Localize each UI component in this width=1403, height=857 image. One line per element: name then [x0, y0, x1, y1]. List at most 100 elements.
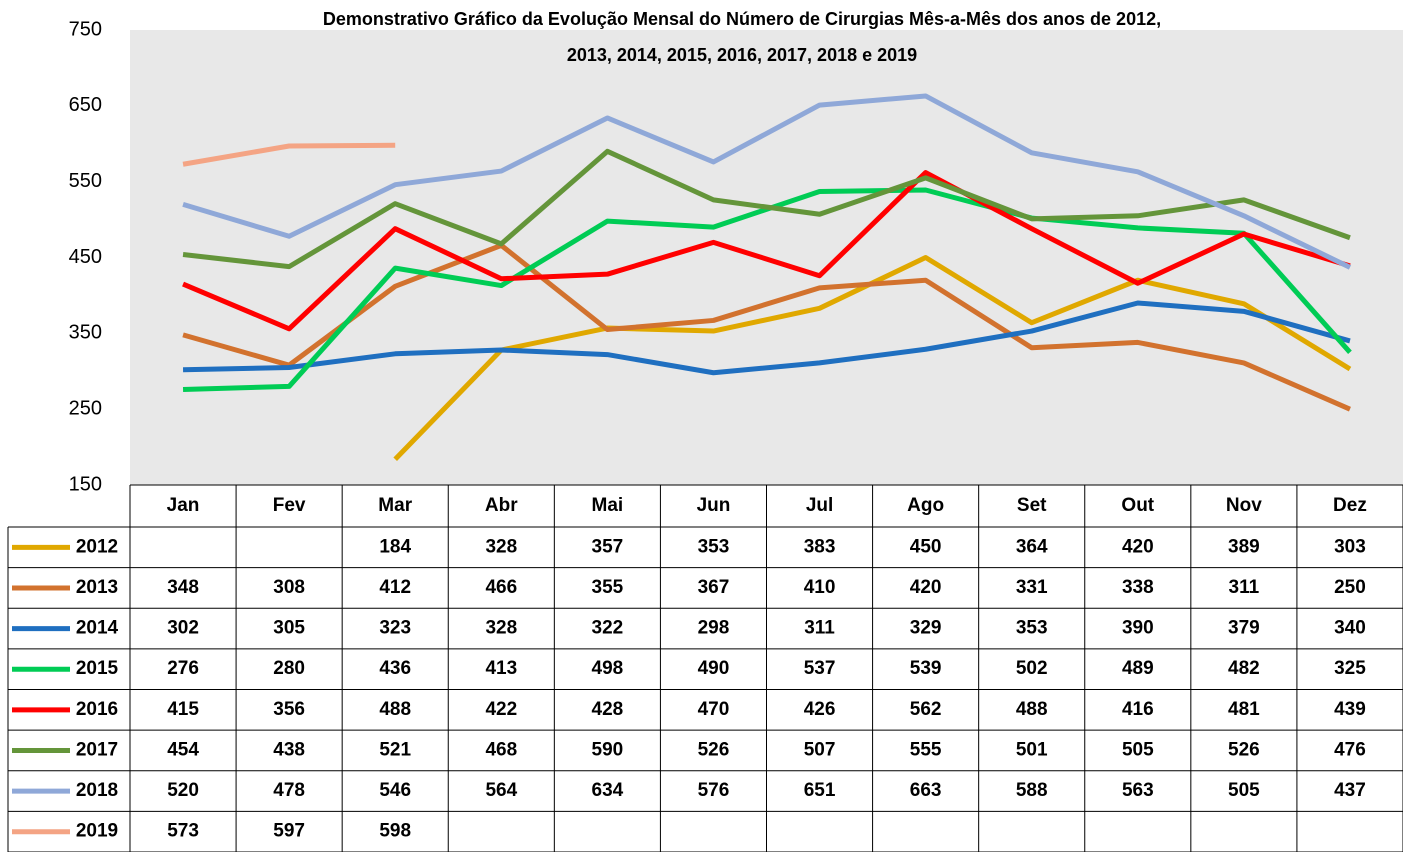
y-tick-label: 150 — [69, 473, 102, 495]
table-value: 355 — [592, 577, 624, 598]
series-line — [182, 93, 1352, 270]
y-tick-label: 450 — [69, 246, 102, 268]
table-value: 597 — [273, 821, 305, 842]
table-value: 468 — [485, 739, 517, 760]
table-value: 526 — [1228, 739, 1260, 760]
y-tick-label: 250 — [69, 397, 102, 419]
table-value: 389 — [1228, 536, 1260, 557]
x-tick-label: Jan — [167, 495, 200, 516]
legend-label: 2016 — [76, 699, 118, 720]
y-tick-label: 350 — [69, 322, 102, 344]
x-tick-label: Fev — [273, 495, 306, 516]
table-value: 328 — [485, 536, 517, 557]
table-value: 412 — [379, 577, 411, 598]
table-value: 505 — [1122, 739, 1154, 760]
x-tick-label: Jun — [697, 495, 731, 516]
table-value: 303 — [1334, 536, 1366, 557]
table-value: 576 — [698, 780, 730, 801]
table-value: 521 — [379, 739, 411, 760]
table-value: 476 — [1334, 739, 1366, 760]
table-value: 466 — [485, 577, 517, 598]
table-value: 340 — [1334, 618, 1366, 639]
x-tick-label: Nov — [1226, 495, 1262, 516]
table-value: 502 — [1016, 658, 1048, 679]
x-tick-label: Ago — [907, 495, 944, 516]
y-tick-label: 650 — [69, 94, 102, 116]
legend-label: 2018 — [76, 780, 118, 801]
table-value: 364 — [1016, 536, 1048, 557]
table-value: 546 — [379, 780, 411, 801]
table-value: 634 — [592, 780, 624, 801]
series-line — [182, 170, 1351, 332]
table-value: 488 — [1016, 699, 1048, 720]
table-value: 505 — [1228, 780, 1260, 801]
table-value: 308 — [273, 577, 305, 598]
table-value: 298 — [698, 618, 730, 639]
table-value: 481 — [1228, 699, 1260, 720]
table-value: 490 — [698, 658, 730, 679]
table-value: 478 — [273, 780, 305, 801]
table-value: 302 — [167, 618, 199, 639]
table-value: 422 — [485, 699, 517, 720]
x-tick-label: Abr — [485, 495, 518, 516]
table-value: 537 — [804, 658, 836, 679]
table-value: 328 — [485, 618, 517, 639]
table-value: 356 — [273, 699, 305, 720]
table-value: 353 — [1016, 618, 1048, 639]
x-tick-label: Set — [1017, 495, 1047, 516]
table-value: 651 — [804, 780, 836, 801]
table-value: 488 — [379, 699, 411, 720]
x-tick-label: Mar — [378, 495, 412, 516]
table-value: 353 — [698, 536, 730, 557]
table-value: 450 — [910, 536, 942, 557]
x-tick-label: Jul — [806, 495, 833, 516]
table-value: 338 — [1122, 577, 1154, 598]
table-value: 555 — [910, 739, 942, 760]
table-value: 379 — [1228, 618, 1260, 639]
table-value: 413 — [485, 658, 517, 679]
table-value: 357 — [592, 536, 624, 557]
table-value: 438 — [273, 739, 305, 760]
y-tick-label: 550 — [69, 170, 102, 192]
table-value: 322 — [592, 618, 624, 639]
table-value: 311 — [804, 618, 835, 639]
table-value: 489 — [1122, 658, 1154, 679]
legend-label: 2019 — [76, 821, 118, 842]
legend-label: 2013 — [76, 577, 118, 598]
table-value: 482 — [1228, 658, 1260, 679]
table-value: 598 — [379, 821, 411, 842]
table-value: 428 — [592, 699, 624, 720]
series-line — [182, 142, 396, 167]
table-value: 436 — [379, 658, 411, 679]
table-value: 311 — [1229, 577, 1260, 598]
series-line — [182, 242, 1351, 412]
table-value: 348 — [167, 577, 199, 598]
table-value: 470 — [698, 699, 730, 720]
table-value: 454 — [167, 739, 199, 760]
table-value: 420 — [1122, 536, 1154, 557]
table-value: 276 — [167, 658, 199, 679]
y-tick-label: 750 — [69, 18, 102, 40]
table-value: 437 — [1334, 780, 1366, 801]
table-value: 539 — [910, 658, 942, 679]
table-value: 416 — [1122, 699, 1154, 720]
table-value: 507 — [804, 739, 836, 760]
table-value: 526 — [698, 739, 730, 760]
table-value: 367 — [698, 577, 730, 598]
table-value: 439 — [1334, 699, 1366, 720]
table-value: 426 — [804, 699, 836, 720]
table-value: 563 — [1122, 780, 1154, 801]
table-value: 305 — [273, 618, 305, 639]
legend-label: 2015 — [76, 658, 119, 679]
table-value: 663 — [910, 780, 942, 801]
table-value: 498 — [592, 658, 624, 679]
table-value: 280 — [273, 658, 305, 679]
table-value: 323 — [379, 618, 411, 639]
table-value: 420 — [910, 577, 942, 598]
table-value: 415 — [167, 699, 199, 720]
table-value: 590 — [592, 739, 624, 760]
legend-label: 2014 — [76, 618, 119, 639]
table-value: 325 — [1334, 658, 1366, 679]
legend-label: 2017 — [76, 739, 118, 760]
